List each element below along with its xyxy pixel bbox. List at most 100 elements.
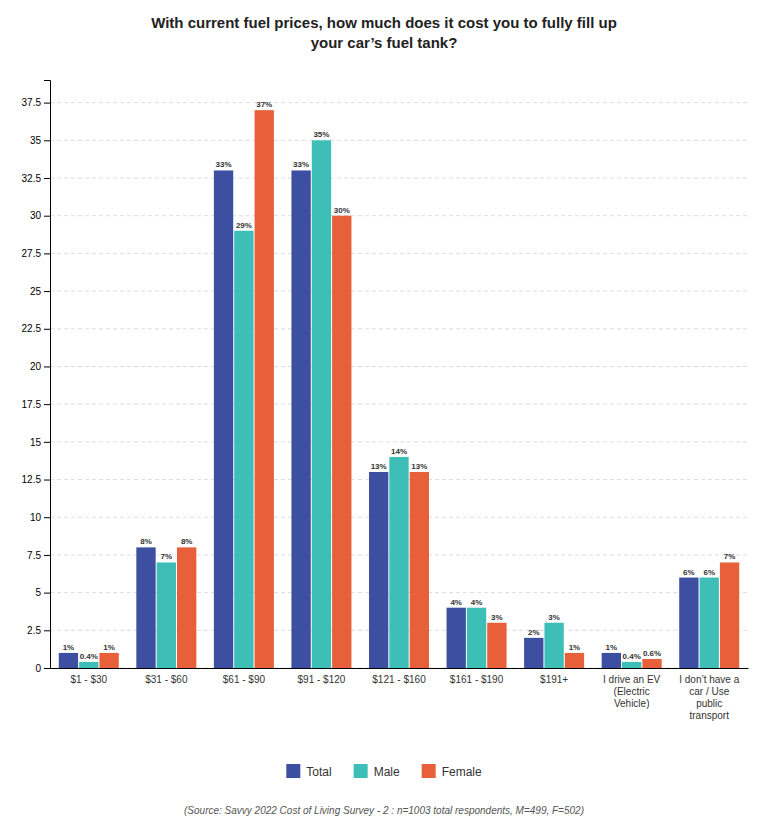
bar — [255, 110, 274, 668]
bar — [410, 472, 429, 668]
y-tick-label: 32.5 — [22, 173, 42, 184]
grid-line — [50, 366, 748, 367]
bar — [177, 547, 196, 668]
data-label: 1% — [606, 643, 618, 652]
bar — [524, 638, 543, 668]
y-tick-mark — [44, 517, 50, 518]
data-label: 7% — [161, 552, 173, 561]
y-tick-mark — [44, 366, 50, 367]
bars — [59, 110, 739, 668]
x-tick-label-line: $91 - $120 — [298, 674, 346, 685]
bar — [602, 653, 621, 668]
grid-line — [50, 404, 748, 405]
data-label: 30% — [334, 206, 350, 215]
x-tick-label: I drive an EV(ElectricVehicle) — [603, 674, 661, 709]
data-label: 0.4% — [80, 652, 98, 661]
y-tick: 20 — [30, 361, 50, 372]
x-tick-label: $31 - $60 — [145, 674, 188, 685]
data-label: 37% — [256, 100, 272, 109]
y-tick-label: 12.5 — [22, 474, 42, 485]
x-tick: $61 - $90 — [223, 674, 266, 685]
y-tick-label: 22.5 — [22, 323, 42, 334]
x-tick-label: $91 - $120 — [298, 674, 346, 685]
x-tick-label-line: $61 - $90 — [223, 674, 266, 685]
y-tick: 35 — [30, 135, 50, 146]
data-label: 6% — [683, 568, 695, 577]
y-tick-mark — [44, 668, 50, 669]
bar — [214, 170, 233, 668]
y-tick: 30 — [30, 210, 50, 221]
y-tick: 25 — [30, 286, 50, 297]
bar — [157, 562, 176, 668]
legend: TotalMaleFemale — [286, 764, 482, 779]
data-label: 2% — [528, 628, 540, 637]
x-tick-label: $121 - $160 — [372, 674, 426, 685]
y-tick: 0 — [35, 663, 50, 674]
y-tick-label: 10 — [30, 512, 42, 523]
legend-label: Male — [374, 765, 400, 779]
data-label: 0.6% — [643, 649, 661, 658]
y-tick: 15 — [30, 437, 50, 448]
y-tick: 12.5 — [22, 474, 50, 485]
data-label: 7% — [724, 552, 736, 561]
plot: 02.557.51012.51517.52022.52527.53032.535… — [22, 81, 749, 722]
grid-line — [50, 215, 748, 216]
data-label: 29% — [236, 221, 252, 230]
y-tick-label: 20 — [30, 361, 42, 372]
x-tick-label-line: $191+ — [540, 674, 568, 685]
x-tick-label: I don’t have acar / Usepublictransport — [679, 674, 739, 721]
y-tick: 37.5 — [22, 97, 50, 108]
x-axis-line — [51, 668, 749, 669]
x-tick-label-line: Vehicle) — [614, 698, 650, 709]
x-tick-label: $61 - $90 — [223, 674, 266, 685]
bar — [99, 653, 118, 668]
x-tick-label-line: public — [696, 698, 722, 709]
title-line: your car’s fuel tank? — [311, 34, 458, 51]
y-tick: 10 — [30, 512, 50, 523]
bar — [487, 623, 506, 668]
grid-line — [50, 328, 748, 329]
y-tick-mark — [44, 216, 50, 217]
legend-item: Male — [354, 764, 400, 779]
bar — [136, 547, 155, 668]
x-tick-label-line: (Electric — [614, 686, 650, 697]
bar — [700, 578, 719, 668]
data-label: 8% — [140, 537, 152, 546]
data-label: 1% — [103, 643, 115, 652]
series — [59, 170, 699, 668]
bar — [389, 457, 408, 668]
data-label: 13% — [411, 462, 427, 471]
data-label: 1% — [63, 643, 75, 652]
y-tick-mark — [44, 480, 50, 481]
y-tick-mark — [44, 329, 50, 330]
y-tick-label: 15 — [30, 437, 42, 448]
y-tick-label: 5 — [35, 587, 41, 598]
data-label: 6% — [703, 568, 715, 577]
x-tick-label-line: I don’t have a — [679, 674, 739, 685]
x-tick: $31 - $60 — [145, 674, 188, 685]
bar — [720, 562, 739, 668]
bar — [312, 140, 331, 668]
bar — [369, 472, 388, 668]
bar — [642, 659, 661, 668]
y-tick-label: 17.5 — [22, 399, 42, 410]
data-label: 4% — [471, 598, 483, 607]
y-axis-line — [44, 81, 51, 669]
data-label: 0.4% — [623, 652, 641, 661]
bar — [79, 662, 98, 668]
bar — [59, 653, 78, 668]
x-tick: $191+ — [540, 674, 568, 685]
chart: With current fuel prices, how much does … — [0, 0, 768, 828]
grid — [50, 103, 748, 668]
y-tick: 32.5 — [22, 173, 50, 184]
x-tick: $161 - $190 — [450, 674, 504, 685]
data-labels: 1%8%33%33%13%4%2%1%6%0.4%7%29%35%14%4%3%… — [63, 100, 736, 661]
bar — [467, 608, 486, 668]
y-tick-label: 27.5 — [22, 248, 42, 259]
legend-item: Female — [422, 764, 482, 779]
x-tick: $121 - $160 — [372, 674, 426, 685]
y-tick-mark — [44, 140, 50, 141]
x-tick-label-line: $161 - $190 — [450, 674, 504, 685]
y-axis: 02.557.51012.51517.52022.52527.53032.535… — [22, 81, 51, 674]
x-tick-label-line: car / Use — [689, 686, 729, 697]
